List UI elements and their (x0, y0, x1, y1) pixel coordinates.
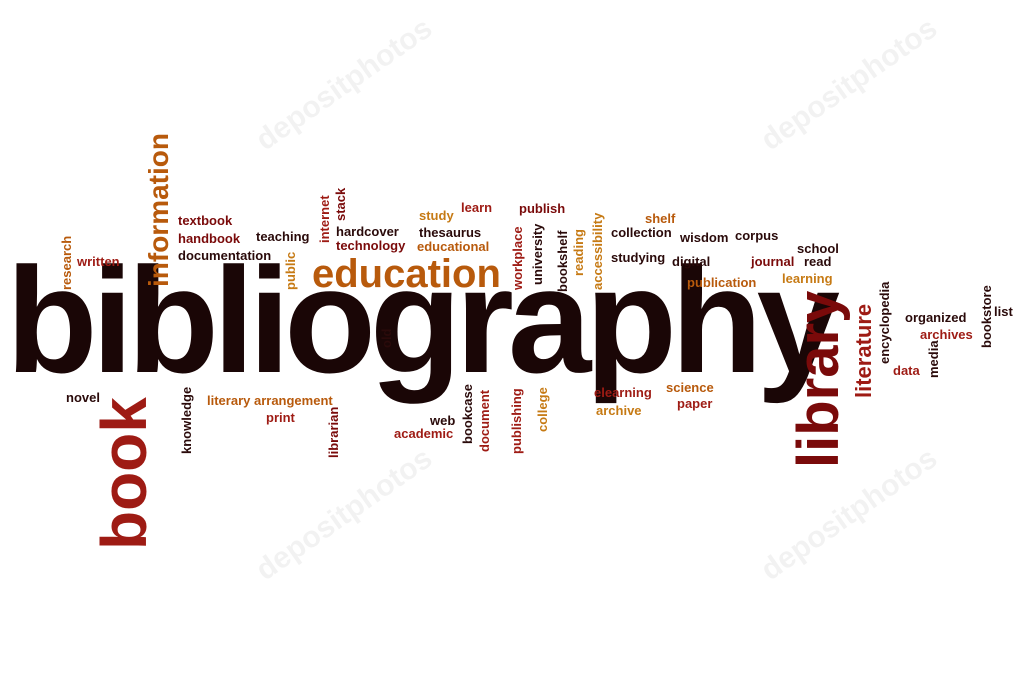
word-college: college (535, 387, 550, 432)
word-teaching: teaching (256, 229, 310, 244)
word-accessibility: accessibility (590, 212, 605, 290)
word-encyclopedia: encyclopedia (877, 281, 892, 364)
word-science: science (666, 380, 714, 395)
word-documentation: documentation (178, 248, 272, 263)
word-public: public (283, 251, 298, 290)
word-novel: novel (66, 390, 100, 405)
word-library: library (786, 290, 851, 468)
word-literary-arrangement: literary arrangement (207, 393, 333, 408)
word-workplace: workplace (510, 226, 525, 290)
word-old: old (379, 328, 394, 349)
word-archives: archives (920, 327, 973, 342)
watermark: depositphotos (755, 11, 944, 158)
word-collection: collection (611, 225, 672, 240)
word-paper: paper (677, 396, 713, 411)
word-journal: journal (751, 254, 795, 269)
word-studying: studying (611, 250, 666, 265)
word-bookshelf: bookshelf (555, 230, 570, 292)
word-document: document (477, 389, 492, 452)
watermark: depositphotos (250, 11, 439, 158)
word-education: education (312, 252, 501, 296)
word-bookcase: bookcase (460, 384, 475, 444)
word-web: web (430, 413, 456, 428)
word-knowledge: knowledge (179, 386, 194, 454)
word-school: school (797, 241, 839, 256)
word-university: university (530, 223, 545, 285)
word-internet: internet (317, 195, 332, 243)
word-textbook: textbook (178, 213, 233, 228)
word-data: data (893, 363, 920, 378)
word-list: list (994, 304, 1013, 319)
word-hardcover: hardcover (336, 224, 399, 239)
word-media: media (926, 340, 941, 378)
word-publication: publication (687, 275, 757, 290)
watermark: depositphotos (250, 441, 439, 588)
word-handbook: handbook (178, 231, 241, 246)
word-organized: organized (905, 310, 967, 325)
word-learn: learn (461, 200, 493, 215)
word-corpus: corpus (735, 228, 779, 243)
word-shelf: shelf (645, 211, 676, 226)
word-publish: publish (519, 201, 566, 216)
word-archive: archive (596, 403, 642, 418)
word-print: print (266, 410, 295, 425)
word-elearning: elearning (594, 385, 652, 400)
word-information: information (143, 133, 174, 287)
word-librarian: librarian (326, 406, 341, 458)
word-book: book (88, 397, 160, 550)
word-research: research (59, 235, 74, 290)
word-wisdom: wisdom (680, 230, 729, 245)
word-technology: technology (336, 238, 406, 253)
word-literature: literature (851, 303, 876, 398)
word-study: study (419, 208, 454, 223)
word-educational: educational (417, 239, 490, 254)
word-academic: academic (394, 426, 454, 441)
word-learning: learning (782, 271, 833, 286)
word-read: read (804, 254, 832, 269)
word-digital: digital (672, 254, 711, 269)
word-stack: stack (333, 187, 348, 221)
word-publishing: publishing (509, 388, 524, 454)
word-written: written (77, 254, 120, 269)
word-thesaurus: thesaurus (419, 225, 482, 240)
word-bibliography: bibliography (6, 236, 840, 404)
word-reading: reading (571, 229, 586, 276)
word-bookstore: bookstore (979, 285, 994, 348)
